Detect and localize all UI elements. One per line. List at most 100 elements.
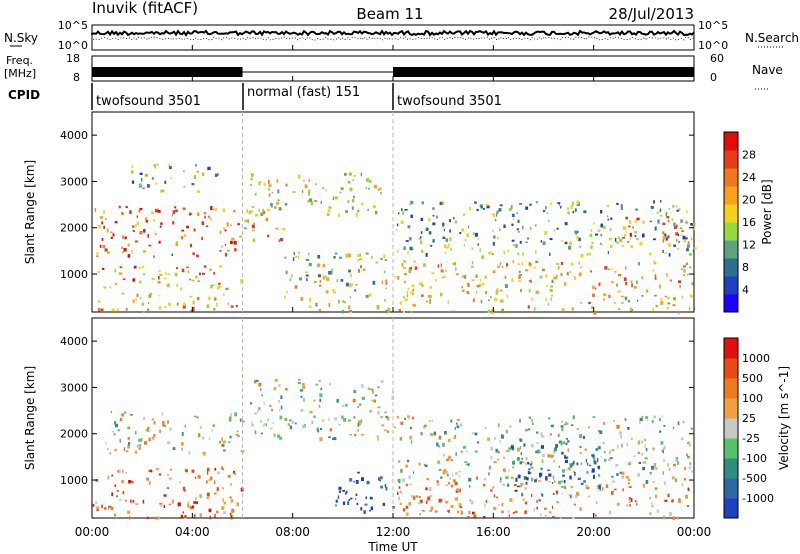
- data-cell: [410, 427, 412, 430]
- data-cell: [268, 193, 271, 197]
- data-cell: [678, 280, 682, 284]
- data-cell: [155, 516, 158, 520]
- data-cell: [183, 207, 186, 210]
- data-cell: [540, 432, 543, 437]
- data-cell: [411, 416, 415, 420]
- data-cell: [466, 233, 469, 237]
- data-cell: [429, 286, 433, 289]
- data-cell: [252, 238, 256, 242]
- data-cell: [380, 485, 384, 489]
- data-cell: [567, 211, 570, 215]
- data-cell: [158, 294, 161, 297]
- data-cell: [519, 274, 522, 276]
- x-tick-label: 16:00: [476, 525, 511, 539]
- data-cell: [250, 402, 253, 405]
- data-cell: [629, 503, 631, 507]
- noise-right-tick-top: 10^5: [698, 19, 728, 32]
- data-cell: [148, 244, 152, 247]
- data-cell: [663, 235, 666, 240]
- data-cell: [111, 431, 114, 433]
- data-cell: [603, 225, 606, 230]
- data-cell: [203, 212, 207, 215]
- data-cell: [580, 254, 584, 258]
- data-cell: [691, 470, 694, 473]
- y-tick-label: 2000: [60, 222, 88, 235]
- data-cell: [483, 484, 486, 487]
- data-cell: [406, 294, 409, 298]
- data-cell: [97, 271, 101, 273]
- data-cell: [671, 476, 675, 480]
- data-cell: [621, 475, 625, 478]
- data-cell: [252, 229, 255, 232]
- data-cell: [611, 480, 615, 483]
- data-cell: [556, 227, 559, 230]
- x-tick-label: 04:00: [175, 525, 210, 539]
- data-cell: [378, 477, 380, 481]
- data-cell: [379, 258, 383, 260]
- data-cell: [371, 256, 373, 259]
- data-cell: [554, 480, 556, 483]
- data-cell: [151, 436, 155, 439]
- data-cell: [453, 479, 456, 483]
- data-cell: [564, 241, 568, 245]
- data-cell: [571, 462, 574, 466]
- data-cell: [499, 299, 503, 303]
- data-cell: [111, 308, 115, 312]
- data-cell: [617, 236, 620, 240]
- data-cell: [518, 275, 521, 279]
- data-cell: [610, 217, 613, 220]
- data-cell: [131, 180, 135, 184]
- data-cell: [170, 177, 172, 180]
- freq-right-label: Nave: [752, 63, 783, 77]
- data-cell: [214, 513, 216, 518]
- data-cell: [693, 307, 696, 310]
- data-cell: [677, 499, 681, 503]
- data-cell: [284, 203, 288, 206]
- data-cell: [487, 437, 490, 441]
- data-cell: [374, 394, 378, 397]
- data-cell: [159, 273, 163, 276]
- data-cell: [130, 414, 133, 416]
- data-cell: [400, 491, 403, 494]
- data-cell: [410, 310, 413, 314]
- data-cell: [145, 219, 149, 223]
- data-cell: [359, 423, 362, 426]
- data-cell: [384, 484, 387, 488]
- data-cell: [476, 441, 480, 444]
- data-cell: [307, 191, 311, 196]
- data-cell: [405, 240, 409, 242]
- data-cell: [242, 420, 245, 423]
- data-cell: [243, 227, 247, 230]
- data-cell: [338, 213, 341, 217]
- data-cell: [492, 241, 496, 246]
- noise-panel: N.Sky 10^5 10^0 10^5 10^0 N.Search: [4, 19, 799, 52]
- data-cell: [691, 282, 694, 285]
- data-cell: [536, 442, 539, 445]
- data-cell: [687, 455, 690, 459]
- data-cell: [671, 499, 674, 503]
- data-cell: [645, 480, 649, 484]
- data-cell: [603, 421, 606, 425]
- data-cell: [440, 263, 442, 267]
- data-cell: [579, 446, 582, 449]
- data-cell: [430, 506, 434, 510]
- data-cell: [351, 206, 354, 210]
- data-cell: [260, 432, 263, 435]
- data-cell: [154, 164, 157, 169]
- data-cell: [194, 415, 197, 418]
- data-cell: [403, 310, 405, 313]
- data-cell: [282, 228, 286, 231]
- data-cell: [574, 230, 576, 234]
- data-cell: [428, 420, 431, 422]
- data-cell: [583, 210, 587, 214]
- data-cell: [410, 440, 413, 444]
- data-cell: [628, 499, 632, 504]
- data-cell: [237, 435, 240, 438]
- data-cell: [340, 279, 344, 282]
- data-cell: [121, 211, 124, 216]
- data-cell: [628, 300, 631, 303]
- y-tick-label: 1000: [60, 268, 88, 281]
- data-cell: [380, 191, 382, 195]
- data-cell: [318, 379, 321, 382]
- data-cell: [408, 417, 410, 420]
